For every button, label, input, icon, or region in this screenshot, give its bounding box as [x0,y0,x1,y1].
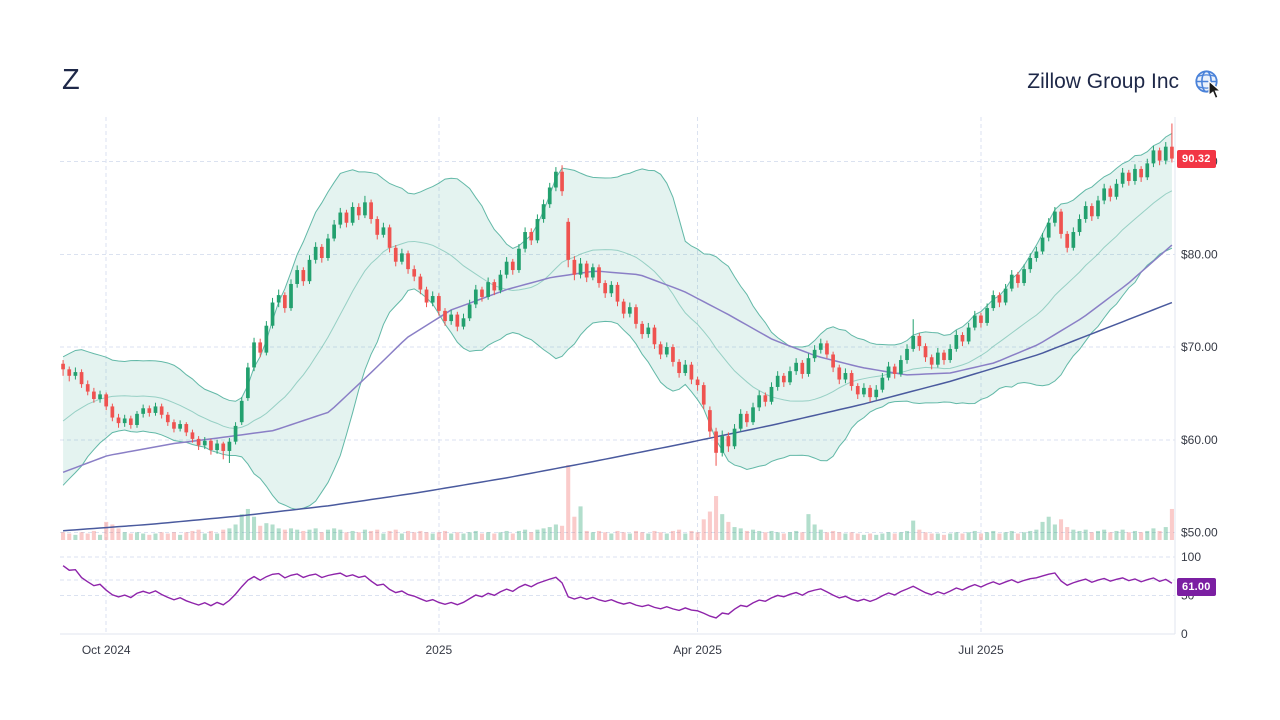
svg-text:Apr 2025: Apr 2025 [673,643,722,657]
last-price-badge: 90.32 [1177,149,1216,168]
rsi-line [62,565,1173,619]
bollinger-lower-line [62,247,1173,511]
mouse-cursor-icon [1208,80,1222,100]
svg-text:0: 0 [1181,627,1188,641]
ma200-line [63,301,1173,532]
company-header: Zillow Group Inc [1027,68,1220,95]
bollinger-middle-line [62,190,1173,429]
ticker-symbol: Z [62,64,81,96]
volume-bars [61,465,1174,540]
svg-text:100: 100 [1181,550,1201,564]
svg-text:$50.00: $50.00 [1181,526,1218,540]
svg-text:2025: 2025 [426,643,453,657]
rsi-value-badge: 61.00 [1177,578,1216,597]
svg-text:Jul 2025: Jul 2025 [958,643,1004,657]
svg-text:$80.00: $80.00 [1181,247,1218,261]
grid [60,117,1176,635]
ma50-line [62,244,1173,473]
svg-text:$70.00: $70.00 [1181,340,1218,354]
svg-text:$60.00: $60.00 [1181,433,1218,447]
company-name: Zillow Group Inc [1027,69,1179,93]
svg-text:Oct 2024: Oct 2024 [82,643,131,657]
x-axis-labels: Oct 2024 2025 Apr 2025 Jul 2025 [82,643,1004,657]
candles [61,123,1174,466]
y-axis-labels: $50.00$60.00$70.00$80.00$90.00100500 [1181,155,1218,641]
